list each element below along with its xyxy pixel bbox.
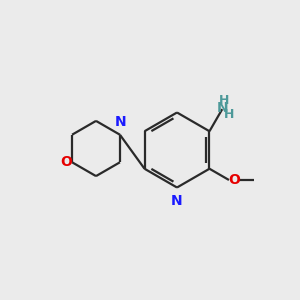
Text: N: N xyxy=(115,115,126,129)
Text: N: N xyxy=(171,194,183,208)
Text: N: N xyxy=(216,101,228,115)
Text: H: H xyxy=(218,94,229,107)
Text: H: H xyxy=(224,108,234,121)
Text: O: O xyxy=(228,173,240,187)
Text: O: O xyxy=(60,155,72,169)
